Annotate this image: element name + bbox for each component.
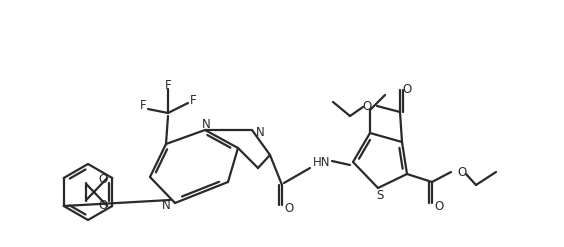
Text: HN: HN bbox=[313, 156, 331, 168]
Text: O: O bbox=[363, 100, 372, 112]
Text: S: S bbox=[376, 188, 384, 202]
Text: O: O bbox=[99, 172, 108, 185]
Text: O: O bbox=[284, 202, 294, 214]
Text: O: O bbox=[457, 165, 466, 179]
Text: F: F bbox=[190, 94, 196, 106]
Text: N: N bbox=[201, 118, 210, 130]
Text: O: O bbox=[99, 199, 108, 211]
Text: N: N bbox=[162, 199, 170, 211]
Text: O: O bbox=[434, 200, 444, 212]
Text: F: F bbox=[140, 99, 146, 111]
Text: N: N bbox=[255, 125, 265, 139]
Text: O: O bbox=[402, 82, 412, 96]
Text: F: F bbox=[165, 79, 171, 91]
